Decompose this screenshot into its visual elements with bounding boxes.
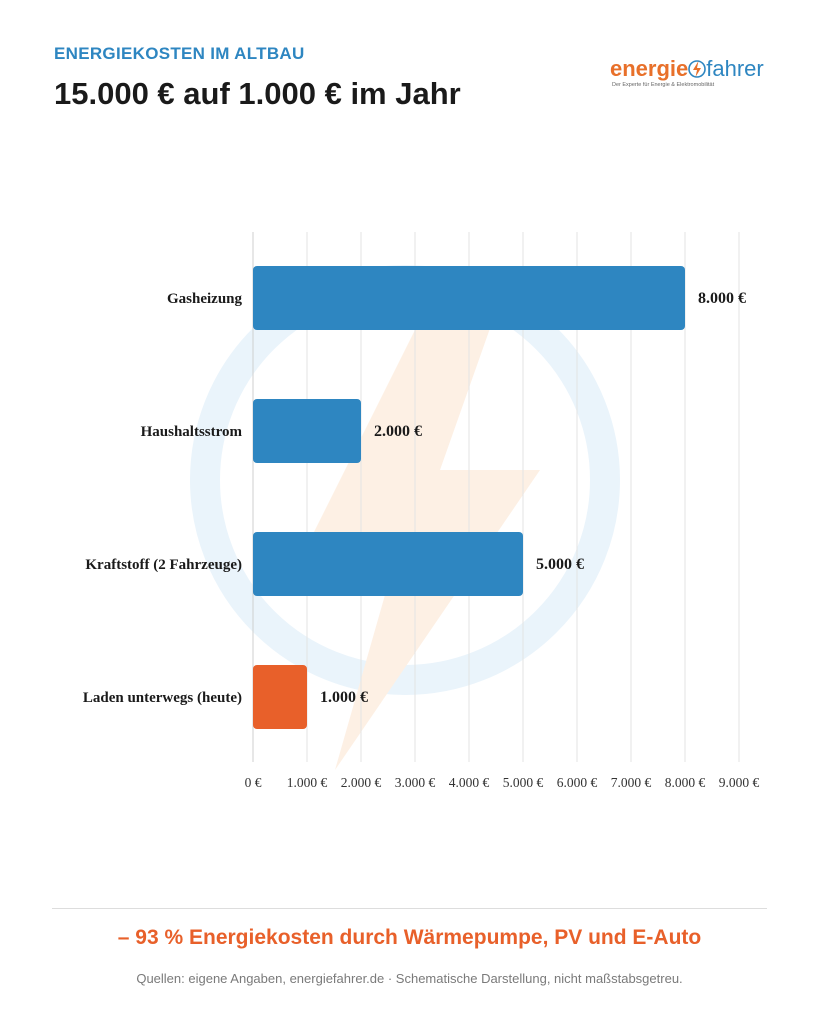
kicker-title: ENERGIEKOSTEN IM ALTBAU [54, 44, 305, 63]
footer-headline: – 93 % Energiekosten durch Wärmepumpe, P… [117, 926, 702, 949]
x-tick-label: 6.000 € [557, 775, 598, 790]
category-label: Haushaltsstrom [141, 424, 243, 440]
lightning-bolt-icon [688, 60, 707, 78]
bar-3 [253, 665, 307, 729]
value-label: 2.000 € [374, 423, 422, 440]
x-tick-label: 2.000 € [341, 775, 382, 790]
brand-logo[interactable]: energie fahrer Der Experte für Energie & … [610, 56, 770, 96]
page-title: 15.000 € auf 1.000 € im Jahr [54, 76, 461, 111]
logo-word-energie: energie [610, 56, 689, 81]
x-tick-label: 1.000 € [287, 775, 328, 790]
footer-divider [52, 908, 767, 909]
x-tick-label: 5.000 € [503, 775, 544, 790]
value-label: 5.000 € [536, 556, 584, 573]
bar-2 [253, 532, 523, 596]
chart-bars: Gasheizung 8.000 € Haushaltsstrom 2.000 € Kr… [83, 266, 746, 729]
x-tick-label: 0 € [245, 775, 262, 790]
value-label: 1.000 € [320, 689, 368, 706]
footer-source-note: Quellen: eigene Angaben, energiefahrer.d… [136, 971, 683, 986]
category-label: Kraftstoff (2 Fahrzeuge) [85, 557, 242, 573]
logo-tagline: Der Experte für Energie & Elektromobilit… [612, 82, 715, 88]
bar-0 [253, 266, 685, 330]
category-label: Laden unterwegs (heute) [83, 690, 242, 706]
x-tick-label: 8.000 € [665, 775, 706, 790]
value-label: 8.000 € [698, 290, 746, 307]
x-axis-ticks: 0 € 1.000 € 2.000 € 3.000 € 4.000 € 5.000 € 6.… [245, 775, 760, 790]
x-tick-label: 3.000 € [395, 775, 436, 790]
bar-chart: Gasheizung 8.000 € Haushaltsstrom 2.000 € Kr… [83, 232, 760, 790]
x-tick-label: 7.000 € [611, 775, 652, 790]
bar-1 [253, 399, 361, 463]
logo-word-fahrer: fahrer [706, 56, 764, 81]
category-label: Gasheizung [167, 291, 243, 307]
x-tick-label: 9.000 € [719, 775, 760, 790]
x-tick-label: 4.000 € [449, 775, 490, 790]
